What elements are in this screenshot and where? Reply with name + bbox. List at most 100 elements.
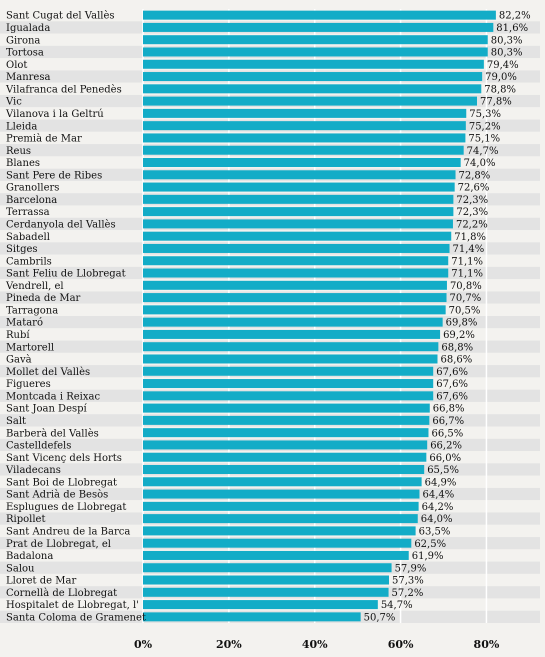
value-label: 74,7% — [467, 146, 499, 157]
bar — [143, 538, 412, 548]
category-label: Sant Joan Despí — [6, 404, 88, 415]
category-label: Sant Andreu de la Barca — [6, 527, 130, 538]
bar — [143, 600, 378, 610]
category-label: Mataró — [6, 318, 43, 329]
bar — [143, 550, 409, 560]
value-label: 64,0% — [421, 514, 453, 525]
category-label: Mollet del Vallès — [6, 367, 90, 378]
bar — [143, 489, 420, 499]
bar — [143, 317, 443, 327]
bar — [143, 415, 430, 425]
value-label: 82,2% — [499, 11, 531, 22]
category-label: Blanes — [6, 158, 40, 169]
bar — [143, 391, 434, 401]
category-label: Figueres — [6, 379, 51, 390]
value-label: 80,3% — [491, 35, 523, 46]
value-label: 63,5% — [419, 527, 451, 538]
x-tick-label: 60% — [388, 638, 414, 651]
bar — [143, 170, 456, 180]
value-label: 80,3% — [491, 48, 523, 59]
value-label: 68,8% — [441, 342, 473, 353]
bar — [143, 145, 464, 155]
bar — [143, 121, 466, 131]
value-label: 72,3% — [456, 195, 488, 206]
bar — [143, 207, 454, 217]
bar — [143, 96, 477, 106]
value-label: 78,8% — [484, 84, 516, 95]
category-label: Sant Vicenç dels Horts — [6, 453, 122, 464]
value-label: 72,2% — [456, 220, 488, 231]
value-label: 62,5% — [414, 539, 446, 550]
category-label: Castelldefels — [6, 441, 71, 452]
category-label: Barberà del Vallès — [6, 428, 99, 439]
value-label: 69,2% — [443, 330, 475, 341]
bar — [143, 366, 434, 376]
category-label: Martorell — [6, 342, 54, 353]
bar — [143, 133, 466, 143]
category-label: Prat de Llobregat, el — [6, 539, 111, 550]
category-label: Montcada i Reixac — [6, 391, 100, 402]
bar — [143, 477, 422, 487]
value-label: 65,5% — [427, 465, 459, 476]
x-tick-label: 80% — [474, 638, 500, 651]
category-label: Lleida — [6, 121, 37, 132]
bars — [143, 10, 496, 622]
category-label: Girona — [6, 35, 40, 46]
value-label: 67,6% — [436, 367, 468, 378]
bar — [143, 612, 361, 622]
bar — [143, 329, 441, 339]
value-label: 66,7% — [432, 416, 464, 427]
value-label: 75,2% — [469, 121, 501, 132]
value-label: 66,2% — [430, 441, 462, 452]
bar — [143, 526, 416, 536]
bar — [143, 84, 482, 94]
category-label: Granollers — [6, 183, 59, 194]
value-label: 57,9% — [395, 563, 427, 574]
value-label: 70,5% — [449, 305, 481, 316]
value-label: 61,9% — [412, 551, 444, 562]
value-label: 66,5% — [431, 428, 463, 439]
category-label: Premià de Mar — [6, 134, 82, 145]
value-label: 71,4% — [453, 244, 485, 255]
bar — [143, 563, 392, 573]
category-label: Lloret de Mar — [6, 576, 76, 587]
value-label: 71,1% — [451, 269, 483, 280]
value-label: 71,1% — [451, 256, 483, 267]
category-label: Salt — [6, 416, 26, 427]
value-label: 74,0% — [464, 158, 496, 169]
bar — [143, 501, 419, 511]
value-label: 57,2% — [392, 588, 424, 599]
value-label: 64,9% — [425, 477, 457, 488]
bar — [143, 440, 428, 450]
value-label: 77,8% — [480, 97, 512, 108]
bar — [143, 72, 483, 82]
value-label: 69,8% — [446, 318, 478, 329]
value-label: 68,6% — [440, 355, 472, 366]
category-label: Sant Cugat del Vallès — [6, 11, 115, 22]
bar — [143, 59, 484, 69]
category-label: Rubí — [6, 330, 30, 341]
value-label: 67,6% — [436, 391, 468, 402]
category-label: Viladecans — [5, 465, 61, 476]
value-label: 71,8% — [454, 232, 486, 243]
bar — [143, 342, 439, 352]
value-label: 64,4% — [422, 490, 454, 501]
category-label: Pineda de Mar — [6, 293, 81, 304]
category-label: Olot — [6, 60, 27, 71]
bar — [143, 35, 488, 45]
bar — [143, 428, 429, 438]
bar — [143, 194, 454, 204]
value-label: 72,8% — [459, 170, 491, 181]
bar — [143, 108, 467, 118]
value-label: 66,8% — [433, 404, 465, 415]
category-label: Tortosa — [6, 48, 44, 59]
bar — [143, 293, 447, 303]
bar — [143, 10, 496, 20]
category-label: Terrassa — [6, 207, 50, 218]
category-label: Cerdanyola del Vallès — [6, 220, 116, 231]
value-labels: 82,2%81,6%80,3%80,3%79,4%79,0%78,8%77,8%… — [364, 11, 531, 624]
bar — [143, 465, 425, 474]
value-label: 70,7% — [450, 293, 482, 304]
value-label: 79,4% — [487, 60, 519, 71]
